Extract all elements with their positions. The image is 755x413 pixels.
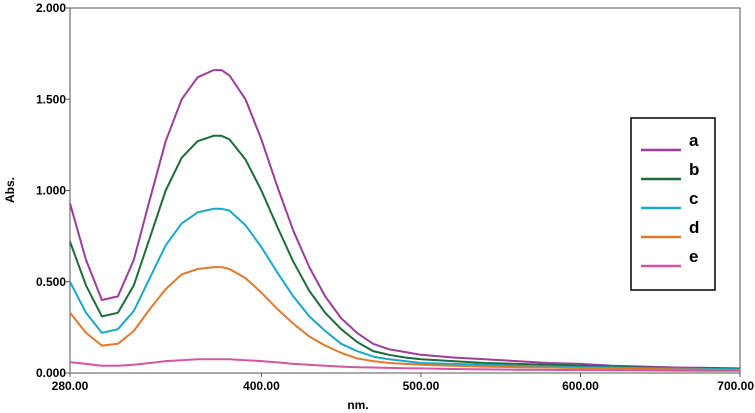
y-tick-label: 1.000 [36, 184, 66, 198]
y-tick-label: 2.000 [36, 1, 66, 15]
series-line-b [69, 134, 741, 370]
x-axis-label: nm. [347, 398, 368, 412]
legend-label-d: d [689, 218, 699, 237]
x-tick-label: 400.00 [243, 379, 280, 393]
series-line-a [69, 69, 741, 370]
legend-label-c: c [689, 189, 698, 208]
x-tick-label: 700.00 [717, 379, 754, 393]
x-tick-label: 280.00 [52, 379, 89, 393]
legend-label-e: e [689, 247, 698, 266]
y-tick-label: 0.500 [36, 275, 66, 289]
y-axis-label: Abs. [3, 177, 17, 203]
legend-label-a: a [689, 131, 699, 150]
x-axis-ticks: 280.00 400.00 500.00 600.00 700.00 [52, 373, 754, 393]
series-line-e [69, 358, 740, 372]
y-tick-label: 1.500 [36, 92, 66, 106]
x-tick-label: 500.00 [403, 379, 440, 393]
legend-label-b: b [689, 160, 699, 179]
legend-box [630, 117, 716, 291]
y-tick-label: 0.000 [36, 366, 66, 380]
series-lines [69, 69, 741, 372]
series-line-d [69, 266, 741, 372]
x-tick-label: 600.00 [562, 379, 599, 393]
y-axis-ticks: 0.000 0.500 1.000 1.500 2.000 [36, 1, 70, 380]
